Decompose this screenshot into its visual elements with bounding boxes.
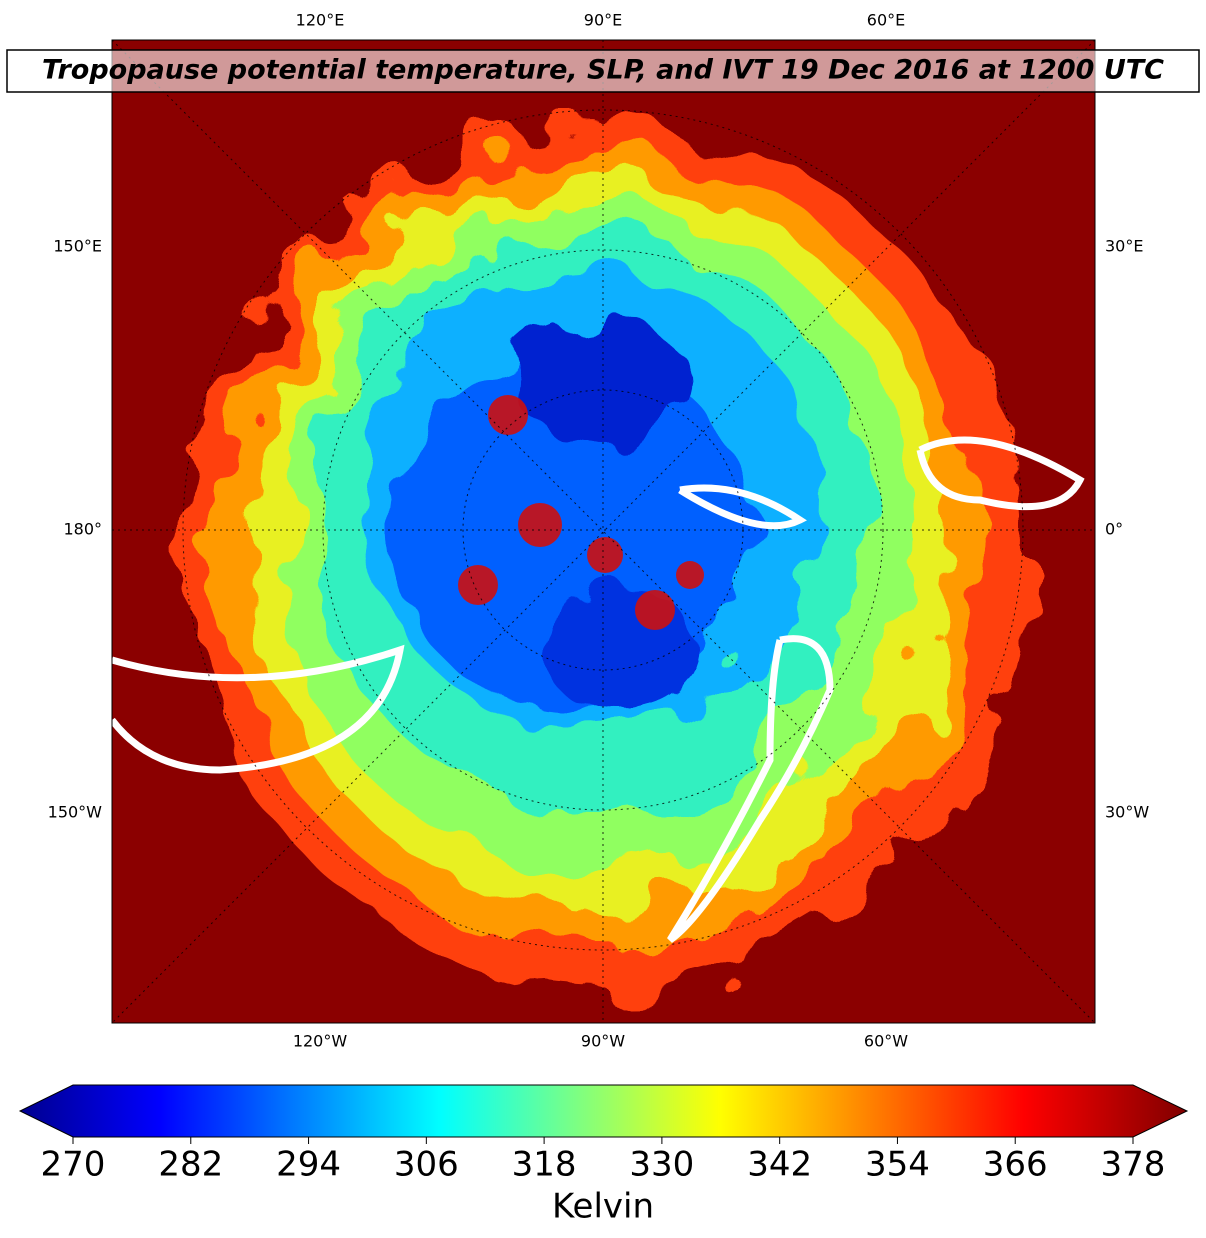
colorbar-tick-label: 306 [394, 1145, 459, 1185]
colorbar-tick-label: 366 [983, 1145, 1048, 1185]
colorbar-label: Kelvin [552, 1187, 654, 1227]
lat-label: 30°W [1105, 803, 1149, 822]
colorbar-tick-label: 330 [629, 1145, 694, 1185]
colorbar-tick-label: 378 [1101, 1145, 1166, 1185]
colorbar-tick-label: 270 [41, 1145, 106, 1185]
lon-label: 60°W [864, 1032, 908, 1051]
colorbar [18, 1084, 1189, 1138]
colorbar-tick-label: 282 [158, 1145, 223, 1185]
lon-label: 60°E [867, 11, 905, 30]
map-frame [111, 39, 1096, 1024]
title-box [6, 49, 1200, 93]
title: Tropopause potential temperature, SLP, a… [42, 55, 1164, 86]
lat-label: 0° [1105, 520, 1123, 539]
lon-label: 120°E [296, 11, 345, 30]
lat-label: 180° [63, 520, 102, 539]
lat-label: 30°E [1105, 237, 1143, 256]
lon-label: 90°W [581, 1032, 625, 1051]
colorbar-tick-label: 342 [747, 1145, 812, 1185]
lat-label: 150°W [48, 803, 103, 822]
lon-label: 90°E [584, 11, 622, 30]
lat-label: 150°E [53, 237, 102, 256]
colorbar-ticks: 270 282 294 306 318 330 342 354 366 378 [41, 1137, 1166, 1185]
lon-label: 120°W [293, 1032, 348, 1051]
colorbar-tick-label: 354 [865, 1145, 930, 1185]
lon-labels: 120°E 90°E 60°E 120°W 90°W 60°W 150°E 180° 150°W… [48, 11, 1150, 1051]
map [112, 40, 1095, 1023]
colorbar-tick-label: 294 [276, 1145, 341, 1185]
colorbar-tick-label: 318 [512, 1145, 577, 1185]
